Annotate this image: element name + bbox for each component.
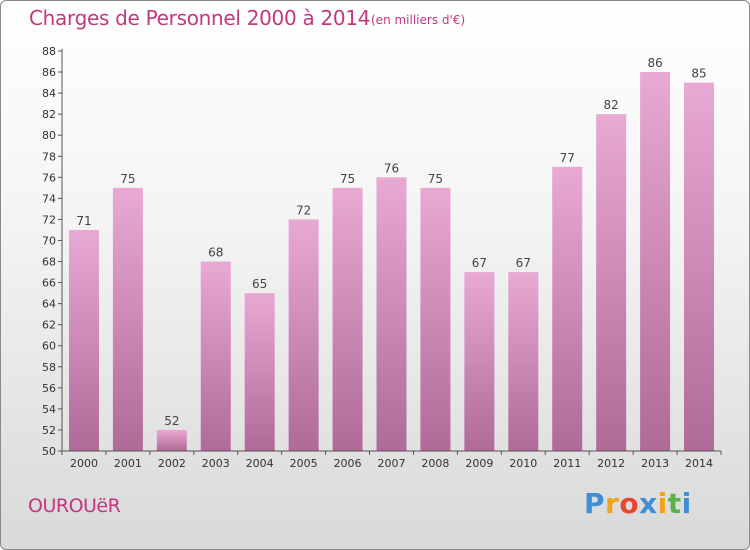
value-label-2011: 77 (560, 151, 575, 165)
value-label-2008: 75 (428, 172, 443, 186)
bar-2007 (376, 177, 407, 451)
logo-letter: r (605, 487, 620, 520)
logo-letter: i (681, 487, 692, 520)
bar-2008 (420, 187, 451, 451)
bar-2001 (112, 187, 143, 451)
y-tick-label-54: 54 (42, 403, 56, 416)
y-tick-label-66: 66 (42, 277, 56, 290)
bar-2003 (200, 261, 231, 451)
commune-name: OUROUëR (28, 495, 121, 517)
x-tick-label-2005: 2005 (290, 457, 318, 470)
x-tick-label-2014: 2014 (685, 457, 713, 470)
bars-layer (68, 72, 715, 451)
y-tick-label-64: 64 (42, 298, 56, 311)
y-tick-label-80: 80 (42, 129, 56, 142)
value-label-2009: 67 (472, 256, 487, 270)
y-tick-label-82: 82 (42, 108, 56, 121)
logo-letter: P (584, 487, 606, 520)
y-tick-label-52: 52 (42, 424, 56, 437)
value-label-2010: 67 (516, 256, 531, 270)
value-label-2013: 86 (647, 56, 662, 70)
x-tick-label-2000: 2000 (70, 457, 98, 470)
value-label-2014: 85 (691, 67, 706, 81)
bar-2004 (244, 293, 275, 451)
bar-2011 (552, 166, 583, 451)
y-tick-label-84: 84 (42, 87, 56, 100)
x-tick-label-2009: 2009 (465, 457, 493, 470)
logo-letter: x (639, 487, 658, 520)
bar-2002 (156, 429, 187, 451)
x-tick-label-2011: 2011 (553, 457, 581, 470)
x-tick-label-2004: 2004 (246, 457, 274, 470)
value-label-2012: 82 (604, 98, 619, 112)
y-tick-label-50: 50 (42, 445, 56, 458)
y-tick-label-70: 70 (42, 234, 56, 247)
bar-2005 (288, 219, 319, 451)
y-tick-label-88: 88 (42, 45, 56, 58)
x-tick-label-2007: 2007 (378, 457, 406, 470)
x-tick-label-2008: 2008 (421, 457, 449, 470)
value-label-2007: 76 (384, 161, 399, 175)
value-label-2004: 65 (252, 277, 267, 291)
x-tick-label-2006: 2006 (334, 457, 362, 470)
proxiti-logo: Proxiti (584, 487, 692, 520)
value-label-2005: 72 (296, 203, 311, 217)
bar-2013 (640, 72, 671, 451)
logo-letter: i (657, 487, 668, 520)
value-label-2003: 68 (208, 246, 223, 260)
logo-letter: t (667, 487, 682, 520)
y-tick-label-74: 74 (42, 192, 56, 205)
y-tick-label-78: 78 (42, 150, 56, 163)
bar-2000 (68, 229, 99, 451)
bar-2009 (464, 272, 495, 451)
y-tick-label-56: 56 (42, 382, 56, 395)
axis-layer (58, 49, 722, 455)
value-label-2000: 71 (76, 214, 91, 228)
y-tick-label-60: 60 (42, 340, 56, 353)
chart-title: Charges de Personnel 2000 à 2014 (29, 6, 371, 30)
value-label-2001: 75 (120, 172, 135, 186)
unit-label: (en milliers d'€) (371, 13, 466, 27)
value-label-2002: 52 (164, 414, 179, 428)
labels-layer: 71 2000 75 2001 52 2002 68 2003 65 2004 72 2005 75 20… (42, 45, 713, 470)
y-tick-label-62: 62 (42, 319, 56, 332)
x-tick-label-2010: 2010 (509, 457, 537, 470)
x-tick-label-2002: 2002 (158, 457, 186, 470)
logo-letter: o (619, 487, 640, 520)
bar-2010 (508, 272, 539, 451)
bar-2012 (596, 114, 627, 451)
y-tick-label-76: 76 (42, 171, 56, 184)
x-tick-label-2003: 2003 (202, 457, 230, 470)
y-tick-label-58: 58 (42, 361, 56, 374)
x-tick-label-2013: 2013 (641, 457, 669, 470)
x-tick-label-2001: 2001 (114, 457, 142, 470)
x-tick-label-2012: 2012 (597, 457, 625, 470)
y-tick-label-72: 72 (42, 213, 56, 226)
bar-2006 (332, 187, 363, 451)
value-label-2006: 75 (340, 172, 355, 186)
y-tick-label-86: 86 (42, 66, 56, 79)
bar-2014 (684, 82, 715, 451)
y-tick-label-68: 68 (42, 256, 56, 269)
